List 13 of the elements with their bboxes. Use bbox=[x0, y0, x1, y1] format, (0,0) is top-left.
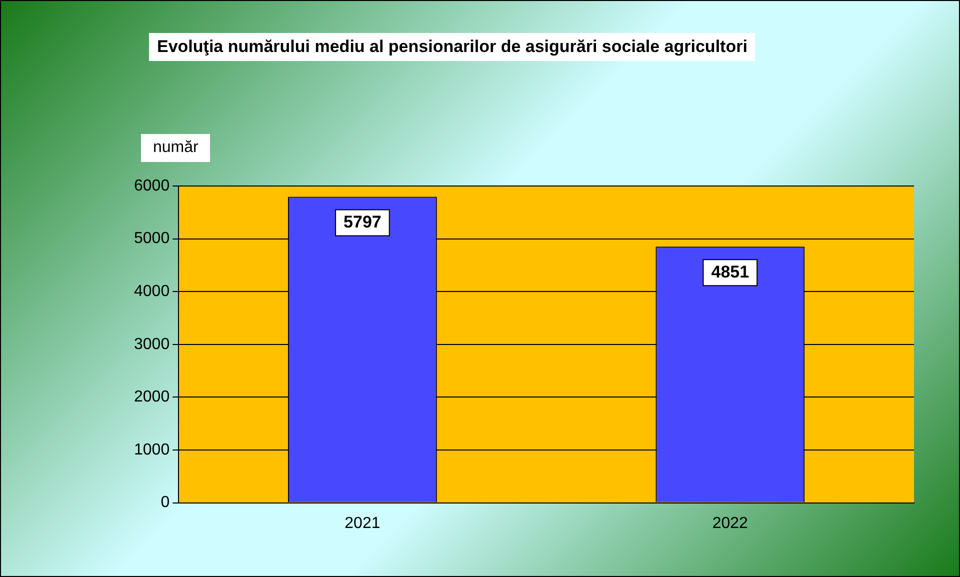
y-tick-label: 5000 bbox=[134, 230, 170, 248]
y-tick-label: 6000 bbox=[134, 177, 170, 194]
y-tick-label: 4000 bbox=[134, 283, 170, 300]
data-label: 5797 bbox=[344, 212, 382, 232]
y-tick-label: 1000 bbox=[134, 441, 170, 458]
chart-title: Evoluţia numărului mediu al pensionarilor de asigurări sociale agricultori bbox=[149, 33, 756, 61]
x-tick-label: 2022 bbox=[712, 514, 748, 532]
x-tick-label: 2021 bbox=[344, 514, 380, 532]
y-tick-label: 0 bbox=[160, 494, 170, 512]
y-tick-label: 3000 bbox=[134, 336, 170, 353]
y-tick-label: 2000 bbox=[134, 388, 170, 406]
data-label: 4851 bbox=[711, 262, 750, 282]
y-axis-title: număr bbox=[141, 134, 210, 162]
